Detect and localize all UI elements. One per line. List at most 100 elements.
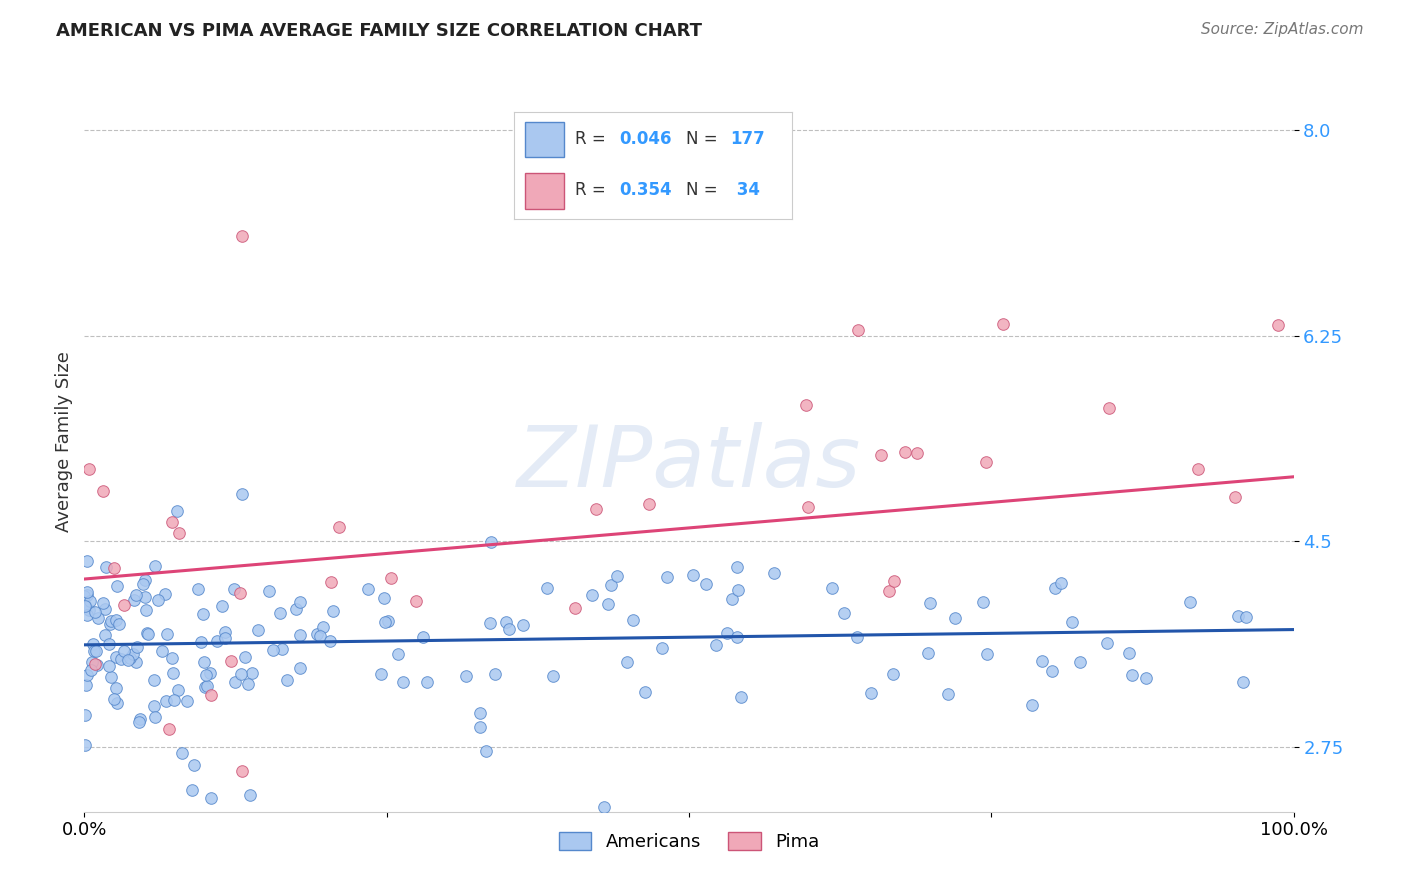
Point [592, 799, 614, 814]
Point [322, 604, 344, 618]
Point [143, 558, 166, 573]
Point [1146, 830, 1168, 844]
Point [132, 577, 155, 591]
Point [870, 448, 893, 462]
Point [1040, 665, 1063, 679]
Point [392, 674, 415, 689]
Point [796, 398, 818, 412]
Point [290, 595, 312, 609]
Point [319, 633, 342, 648]
Point [655, 570, 678, 584]
Point [638, 497, 661, 511]
Point [73, 599, 96, 613]
Point [312, 620, 335, 634]
Point [103, 692, 125, 706]
Point [191, 607, 214, 621]
Point [94, 560, 117, 574]
Point [727, 583, 749, 598]
Point [103, 560, 125, 574]
Point [1062, 615, 1084, 630]
Point [86, 611, 108, 625]
Point [498, 622, 520, 636]
Point [195, 668, 218, 682]
Point [157, 723, 180, 737]
Point [725, 630, 748, 644]
Point [380, 571, 402, 585]
Point [247, 623, 270, 637]
Point [156, 627, 179, 641]
Point [91, 596, 114, 610]
Point [77, 603, 100, 617]
Point [73, 589, 96, 603]
Point [832, 606, 855, 620]
Point [1232, 675, 1254, 690]
Point [98, 616, 121, 631]
Point [470, 706, 492, 721]
Point [454, 669, 477, 683]
Point [859, 685, 882, 699]
Point [183, 758, 205, 772]
Point [1031, 654, 1053, 668]
Point [1095, 636, 1118, 650]
Point [541, 669, 564, 683]
Point [596, 597, 619, 611]
Point [479, 534, 502, 549]
Point [720, 591, 742, 606]
Point [80, 663, 103, 677]
Point [134, 573, 156, 587]
Point [146, 593, 169, 607]
Point [1223, 490, 1246, 504]
Point [821, 581, 844, 595]
Point [76, 589, 98, 603]
Point [166, 504, 188, 518]
Point [846, 323, 869, 337]
Point [269, 606, 291, 620]
Point [695, 577, 717, 591]
Point [194, 680, 217, 694]
Point [153, 587, 176, 601]
Point [1050, 576, 1073, 591]
Point [180, 783, 202, 797]
Point [918, 596, 941, 610]
Point [76, 554, 98, 568]
Point [621, 613, 644, 627]
Point [187, 582, 209, 596]
Point [91, 483, 114, 498]
Point [1227, 608, 1250, 623]
Point [125, 588, 148, 602]
Point [905, 446, 928, 460]
Point [606, 569, 628, 583]
Point [284, 601, 307, 615]
Point [155, 693, 177, 707]
Point [98, 637, 121, 651]
Point [167, 526, 190, 541]
Point [993, 317, 1015, 331]
Point [470, 720, 492, 734]
Point [117, 653, 139, 667]
Point [634, 685, 657, 699]
Point [377, 614, 399, 628]
Point [176, 693, 198, 707]
Point [370, 667, 392, 681]
Point [125, 640, 148, 654]
Point [125, 656, 148, 670]
Point [564, 601, 586, 615]
Y-axis label: Average Family Size: Average Family Size [55, 351, 73, 532]
Point [239, 789, 262, 803]
Point [374, 615, 396, 629]
Point [581, 588, 603, 602]
Point [110, 652, 132, 666]
Point [1121, 667, 1143, 681]
Text: AMERICAN VS PIMA AVERAGE FAMILY SIZE CORRELATION CHART: AMERICAN VS PIMA AVERAGE FAMILY SIZE COR… [56, 22, 702, 40]
Point [682, 567, 704, 582]
Point [112, 644, 135, 658]
Point [882, 667, 904, 681]
Point [976, 647, 998, 661]
Point [214, 625, 236, 640]
Point [308, 629, 330, 643]
Point [224, 675, 246, 690]
Point [387, 647, 409, 661]
Point [231, 487, 253, 501]
Point [122, 593, 145, 607]
Point [136, 626, 159, 640]
